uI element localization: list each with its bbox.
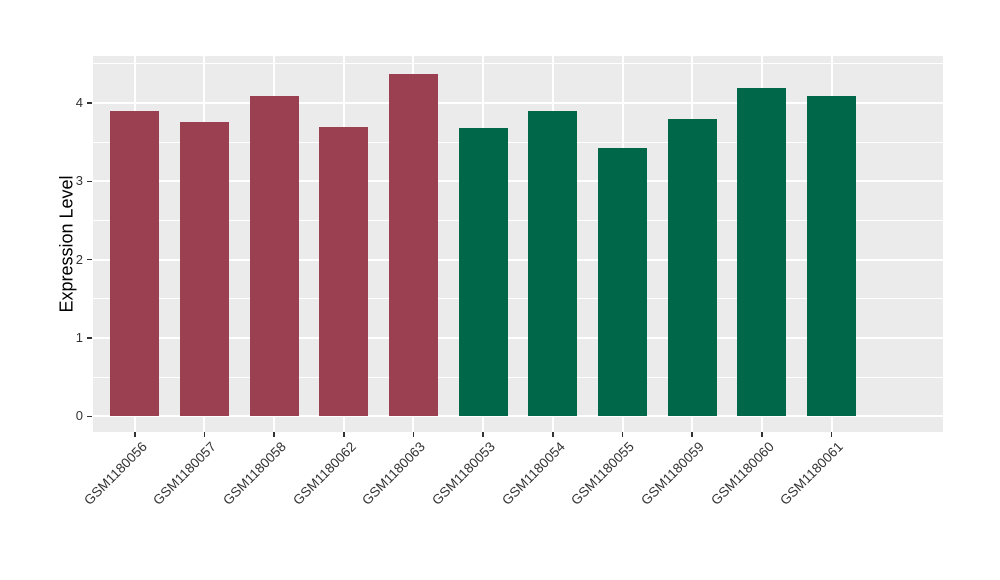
x-tick-mark <box>203 432 206 437</box>
y-axis-title: Expression Level <box>56 175 77 313</box>
x-tick-mark <box>552 432 554 437</box>
y-tick-label: 4 <box>75 95 83 110</box>
x-tick-label: GSM1180062 <box>289 439 359 508</box>
bar-GSM1180061 <box>807 95 857 417</box>
h-gridline-minor <box>93 220 943 221</box>
y-tick-label: 2 <box>75 251 83 267</box>
x-tick-mark <box>273 432 275 437</box>
x-tick-label: GSM1180061 <box>777 439 847 508</box>
h-gridline-major <box>93 415 943 418</box>
bar-GSM1180060 <box>737 88 787 417</box>
y-tick-label: 0 <box>75 408 83 424</box>
plot-panel <box>93 56 943 432</box>
x-tick-mark <box>482 432 484 437</box>
bar-GSM1180053 <box>458 128 508 417</box>
x-tick-mark <box>621 432 624 437</box>
x-tick-mark <box>412 432 415 437</box>
bar-GSM1180056 <box>110 110 160 417</box>
x-tick-mark <box>761 432 763 437</box>
x-tick-label: GSM1180063 <box>359 439 429 508</box>
y-tick-label: 1 <box>75 330 83 345</box>
x-tick-mark <box>830 432 833 437</box>
bar-GSM1180054 <box>528 110 578 417</box>
y-tick-mark <box>87 415 92 418</box>
x-tick-label: GSM1180057 <box>150 439 220 508</box>
h-gridline-major <box>93 258 943 261</box>
x-tick-mark <box>691 432 693 437</box>
y-tick-mark <box>87 337 92 339</box>
y-tick-mark <box>87 102 92 104</box>
x-tick-label: GSM1180054 <box>498 439 568 508</box>
bar-GSM1180059 <box>667 119 717 417</box>
x-tick-label: GSM1180056 <box>80 439 150 508</box>
h-gridline-major <box>93 102 943 104</box>
h-gridline-minor <box>93 298 943 300</box>
bar-GSM1180062 <box>319 126 369 417</box>
y-tick-label: 3 <box>75 173 83 189</box>
bar-GSM1180058 <box>249 95 299 417</box>
y-tick-mark <box>87 258 92 261</box>
h-gridline-minor <box>93 141 943 143</box>
x-tick-label: GSM1180060 <box>707 439 777 508</box>
x-tick-label: GSM1180059 <box>637 439 707 508</box>
h-gridline-major <box>93 337 943 339</box>
h-gridline-minor <box>93 376 943 378</box>
x-tick-mark <box>134 432 136 437</box>
y-tick-mark <box>87 180 92 183</box>
x-tick-label: GSM1180053 <box>428 439 498 508</box>
h-gridline-minor <box>93 63 943 65</box>
bar-GSM1180057 <box>179 121 229 417</box>
x-tick-label: GSM1180055 <box>568 439 638 508</box>
bar-GSM1180063 <box>388 74 438 417</box>
h-gridline-major <box>93 180 943 183</box>
bar-GSM1180055 <box>598 148 647 417</box>
x-tick-mark <box>343 432 345 437</box>
x-tick-label: GSM1180058 <box>219 439 289 508</box>
